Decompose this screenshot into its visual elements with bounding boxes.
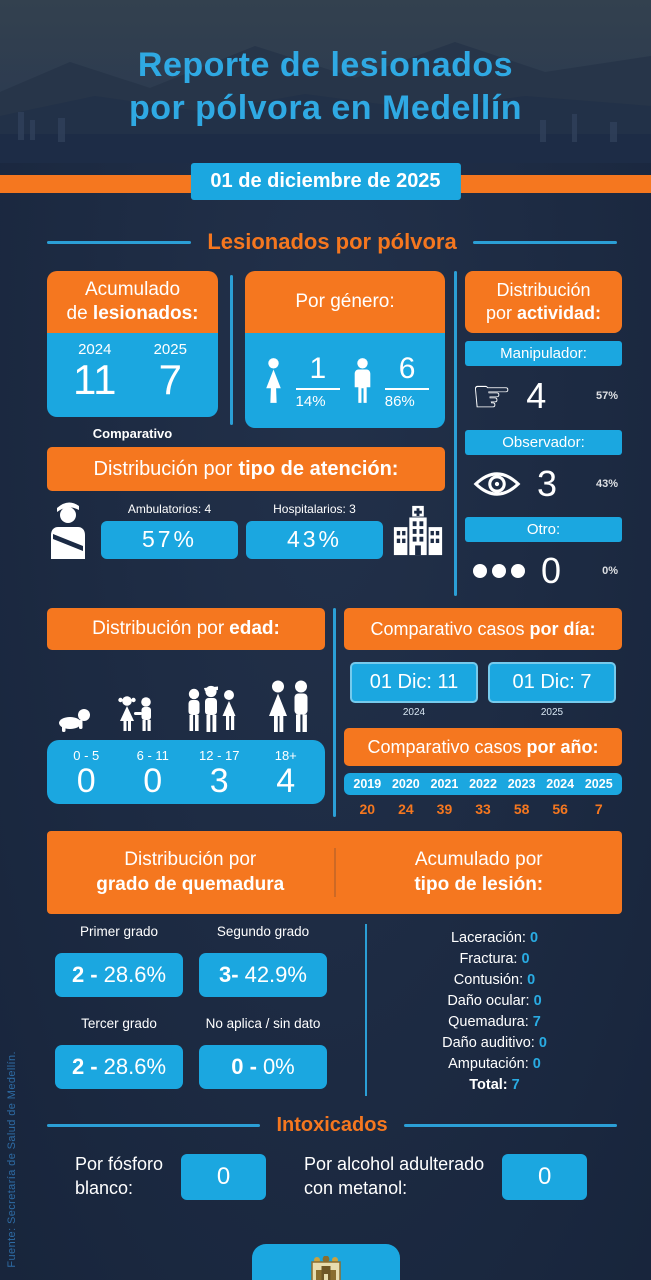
edad-title: Distribución por edad:: [47, 608, 325, 650]
bottom-banners: Distribución por grado de quemadura Acumu…: [47, 831, 622, 915]
teens-icon: [184, 684, 240, 732]
baby-icon: [55, 706, 91, 732]
otro-stat: 0 0%: [465, 542, 622, 596]
primer-grado-value: 2 -28.6%: [55, 952, 183, 997]
vertical-divider: [453, 271, 457, 596]
por-dia-title: Comparativo casos por día:: [344, 608, 622, 650]
list-item: Contusión: 0: [453, 972, 536, 989]
genero-values: 1 14% 6 86%: [245, 333, 445, 428]
metanol-stat: Por alcohol adulterado con metanol: 0: [304, 1153, 588, 1200]
list-item: Laceración: 0: [450, 930, 539, 947]
atencion-section: Distribución por tipo de atención: Ambul…: [47, 447, 445, 559]
genero-card: Por género: 1 14%: [245, 271, 445, 441]
eye-icon: [471, 468, 523, 500]
list-item: Daño auditivo: 0: [442, 1035, 547, 1052]
segundo-grado-value: 3- 42.9%: [199, 952, 327, 997]
fosforo-value: 0: [181, 1153, 267, 1200]
divider-line: [472, 240, 617, 244]
hospitalarios-stat: Hospitalarios: 3 43%: [246, 502, 383, 559]
report-date: 01 de diciembre de 2025: [190, 163, 461, 200]
page-title: Reporte de lesionados por pólvora en Med…: [128, 46, 523, 127]
observador-stat: 3 43%: [465, 455, 622, 509]
dots-icon: [471, 562, 527, 580]
footer-logo-box: Alcaldía de Medellín Distrito de Ciencia…: [251, 1244, 400, 1280]
hospital-icon: [391, 504, 445, 556]
source-credit: Fuente: Secretaría de Salud de Medellín.: [6, 1051, 18, 1268]
ambulatorios-stat: Ambulatorios: 4 57%: [101, 502, 238, 559]
otro-label: Otro:: [465, 517, 622, 542]
acumulado-values: 2024 11 2025 7: [47, 333, 218, 417]
atencion-title: Distribución por tipo de atención:: [47, 447, 445, 491]
observador-label: Observador:: [465, 430, 622, 455]
section-lesionados-title: Lesionados por pólvora: [47, 229, 617, 255]
bottom-region: Distribución por grado de quemadura Acumu…: [47, 831, 622, 1097]
intoxicados-row: Por fósforo blanco: 0 Por alcohol adulter…: [75, 1153, 596, 1200]
top-stats-region: Acumulado de lesionados: 2024 11 2025 7 Co…: [47, 271, 622, 596]
quemadura-grid: Primer grado Segundo grado 2 -28.6% 3- 42…: [47, 924, 347, 1096]
manipulador-stat: ☞ 4 57%: [471, 370, 618, 422]
city-skyline-image: [0, 0, 651, 163]
pointing-hand-icon: ☞: [471, 370, 513, 422]
vertical-divider: [230, 275, 233, 425]
lesion-title: Acumulado por tipo de lesión:: [414, 849, 544, 895]
list-item: Daño ocular: 0: [447, 993, 542, 1010]
anio-values: 20 24 39 33 58 56 7: [359, 801, 603, 817]
anio-years: 2019 2020 2021 2022 2023 2024 2025: [344, 773, 622, 795]
injured-person-icon: [47, 501, 93, 559]
male-icon: [350, 357, 375, 405]
comparativo-section: Comparativo casos por día: 01 Dic: 11 20…: [344, 608, 622, 817]
list-item: Amputación: 0: [448, 1056, 541, 1073]
coat-of-arms-icon: [309, 1256, 343, 1280]
banner-divider: [333, 848, 336, 898]
hero-header: Reporte de lesionados por pólvora en Med…: [0, 0, 651, 163]
dia-chip-2024: 01 Dic: 11 2024: [350, 662, 478, 718]
fosforo-stat: Por fósforo blanco: 0: [75, 1153, 267, 1200]
edad-section: Distribución por edad:: [47, 608, 325, 817]
adults-icon: [265, 680, 315, 732]
no-aplica-value: 0 -0%: [199, 1044, 327, 1089]
quemadura-title: Distribución por grado de quemadura: [96, 849, 285, 895]
actividad-title: Distribución por actividad:: [465, 271, 622, 333]
divider-line: [403, 1124, 618, 1128]
acumulado-title: Acumulado de lesionados:: [47, 271, 218, 333]
divider-line: [47, 1124, 261, 1128]
list-total: Total: 7: [469, 1077, 520, 1094]
list-item: Quemadura: 7: [448, 1014, 541, 1031]
acumulado-card: Acumulado de lesionados: 2024 11 2025 7 Co…: [47, 271, 218, 441]
edad-icons: [55, 662, 315, 732]
female-icon: [261, 357, 286, 405]
tercer-grado-value: 2 -28.6%: [55, 1044, 183, 1089]
date-band: 01 de diciembre de 2025: [0, 163, 651, 201]
metanol-value: 0: [502, 1153, 588, 1200]
lesion-list: Laceración: 0 Fractura: 0 Contusión: 0 D…: [365, 924, 622, 1097]
list-item: Fractura: 0: [459, 951, 530, 968]
children-icon: [116, 694, 158, 732]
section-intoxicados-title: Intoxicados: [47, 1114, 618, 1137]
comparativo-note: Comparativo: [92, 426, 173, 441]
dia-chip-2025: 01 Dic: 7 2025: [488, 662, 616, 718]
vertical-divider: [333, 608, 336, 817]
genero-title: Por género:: [245, 271, 445, 333]
manipulador-label: Manipulador:: [465, 341, 622, 366]
middle-region: Distribución por edad:: [47, 608, 622, 817]
por-anio-title: Comparativo casos por año:: [344, 728, 622, 766]
divider-line: [47, 240, 192, 244]
actividad-section: Distribución por actividad: Manipulador:…: [465, 271, 622, 596]
